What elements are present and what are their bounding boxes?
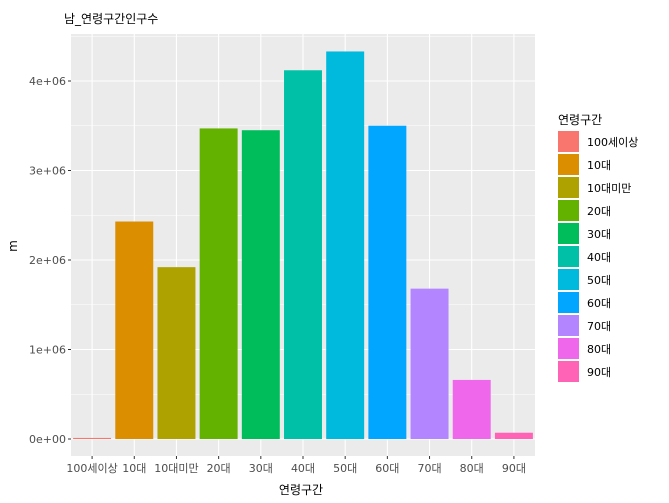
- legend-label: 90대: [587, 366, 611, 379]
- bar-60대: [368, 125, 407, 439]
- legend-key-30대: [558, 223, 579, 244]
- legend-label: 20대: [587, 205, 611, 218]
- legend-label: 100세이상: [587, 136, 638, 149]
- x-axis-label: 연령구간: [279, 483, 323, 497]
- bar-80대: [452, 379, 491, 439]
- bar-100세이상: [73, 437, 112, 439]
- x-tick-label: 50대: [333, 462, 357, 475]
- bar-40대: [284, 70, 322, 439]
- legend-label: 30대: [587, 228, 611, 241]
- y-axis-label: m: [6, 240, 20, 252]
- legend-key-60대: [558, 292, 579, 313]
- legend-label: 10대미만: [587, 182, 631, 195]
- legend-label: 60대: [587, 297, 611, 310]
- x-tick-label: 80대: [460, 462, 484, 475]
- legend-title: 연령구간: [558, 113, 602, 127]
- x-tick-label: 100세이상: [66, 462, 117, 475]
- bar-50대: [326, 51, 365, 440]
- legend-key-80대: [558, 338, 579, 359]
- legend-label: 40대: [587, 251, 611, 264]
- y-tick-label: 2e+06: [29, 254, 66, 267]
- chart-title: 남_연령구간인구수: [64, 12, 158, 26]
- x-tick-label: 60대: [375, 462, 399, 475]
- legend-key-50대: [558, 269, 579, 290]
- bar-30대: [241, 130, 280, 439]
- x-tick-label: 40대: [291, 462, 315, 475]
- legend-key-100세이상: [558, 131, 579, 152]
- legend-label: 10대: [587, 159, 611, 172]
- x-tick-label: 20대: [207, 462, 231, 475]
- x-tick-label: 10대: [122, 462, 146, 475]
- y-axis: 0e+00 1e+06 2e+06 3e+06 4e+06: [29, 75, 71, 446]
- y-tick-label: 0e+00: [29, 433, 66, 446]
- bar-10대미만: [157, 267, 196, 439]
- y-tick-label: 1e+06: [29, 344, 66, 357]
- legend-key-10대미만: [558, 177, 579, 198]
- bar-90대: [494, 432, 533, 439]
- legend: 연령구간 100세이상 10대 10대미만 20대 30대 40대 50대 60대 70대 80대…: [558, 113, 638, 382]
- bar-20대: [199, 128, 238, 439]
- bar-10대: [115, 221, 154, 439]
- legend-key-90대: [558, 361, 579, 382]
- legend-key-20대: [558, 200, 579, 221]
- legend-key-10대: [558, 154, 579, 175]
- legend-label: 50대: [587, 274, 611, 287]
- x-tick-label: 90대: [502, 462, 526, 475]
- y-tick-label: 4e+06: [29, 75, 66, 88]
- legend-label: 80대: [587, 343, 611, 356]
- x-tick-label: 70대: [417, 462, 441, 475]
- x-tick-label: 30대: [249, 462, 273, 475]
- y-tick-label: 3e+06: [29, 165, 66, 178]
- legend-key-70대: [558, 315, 579, 336]
- bars: [73, 51, 533, 440]
- legend-key-40대: [558, 246, 579, 267]
- x-axis: 100세이상 10대 10대미만 20대 30대 40대 50대 60대 70대 80대 90대: [66, 456, 526, 475]
- legend-label: 70대: [587, 320, 611, 333]
- bar-70대: [410, 288, 449, 439]
- x-tick-label: 10대미만: [154, 462, 198, 475]
